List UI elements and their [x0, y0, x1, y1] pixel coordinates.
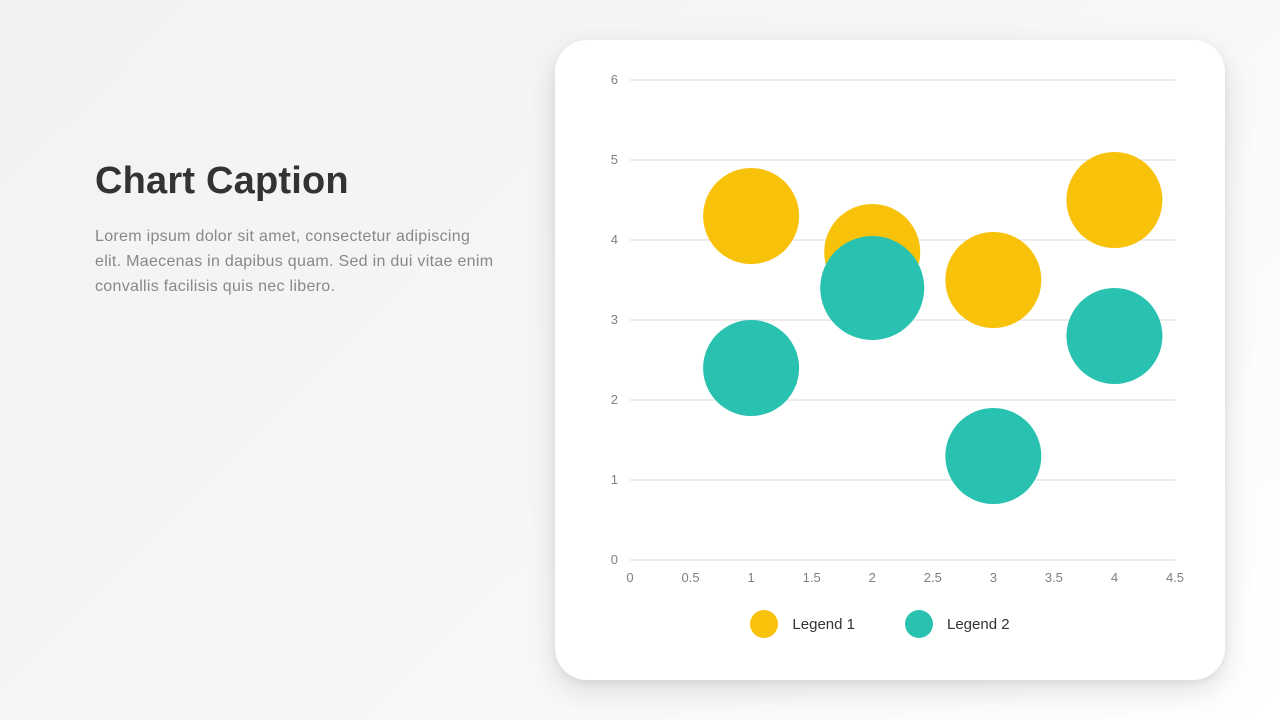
- legend-item: Legend 1: [750, 610, 855, 638]
- y-tick-label: 3: [611, 312, 618, 327]
- x-tick-label: 1.5: [803, 570, 821, 585]
- x-tick-label: 4.5: [1166, 570, 1184, 585]
- y-tick-label: 5: [611, 152, 618, 167]
- bubble-point: [703, 168, 799, 264]
- legend-label: Legend 2: [947, 616, 1010, 633]
- chart-description: Lorem ipsum dolor sit amet, consectetur …: [95, 225, 495, 299]
- x-tick-label: 1: [747, 570, 754, 585]
- legend-item: Legend 2: [905, 610, 1010, 638]
- x-tick-label: 0.5: [682, 570, 700, 585]
- bubble-point: [945, 232, 1041, 328]
- chart-card: 012345600.511.522.533.544.5 Legend 1Lege…: [555, 40, 1225, 680]
- bubble-point: [1066, 288, 1162, 384]
- y-tick-label: 6: [611, 72, 618, 87]
- legend-dot-icon: [905, 610, 933, 638]
- bubble-point: [820, 236, 924, 340]
- x-tick-label: 3: [990, 570, 997, 585]
- x-tick-label: 0: [626, 570, 633, 585]
- legend-label: Legend 1: [792, 616, 855, 633]
- x-tick-label: 2.5: [924, 570, 942, 585]
- y-tick-label: 2: [611, 392, 618, 407]
- chart-title: Chart Caption: [95, 160, 495, 203]
- bubble-point: [1066, 152, 1162, 248]
- bubble-point: [945, 408, 1041, 504]
- legend-dot-icon: [750, 610, 778, 638]
- y-tick-label: 1: [611, 472, 618, 487]
- chart-legend: Legend 1 Legend 2: [575, 610, 1185, 638]
- x-tick-label: 3.5: [1045, 570, 1063, 585]
- bubble-chart-svg: 0 1 2 3 4 5 6 0 0.5 1 1.5 2 2.5 3 3.5 4 4.5: [575, 70, 1185, 590]
- y-tick-label: 4: [611, 232, 618, 247]
- x-tick-label: 4: [1111, 570, 1118, 585]
- x-tick-label: 2: [869, 570, 876, 585]
- caption-block: Chart Caption Lorem ipsum dolor sit amet…: [95, 160, 495, 299]
- bubble-point: [703, 320, 799, 416]
- bubble-chart-plot: 0 1 2 3 4 5 6 0 0.5 1 1.5 2 2.5 3 3.5 4 4.5: [575, 70, 1185, 590]
- y-tick-label: 0: [611, 552, 618, 567]
